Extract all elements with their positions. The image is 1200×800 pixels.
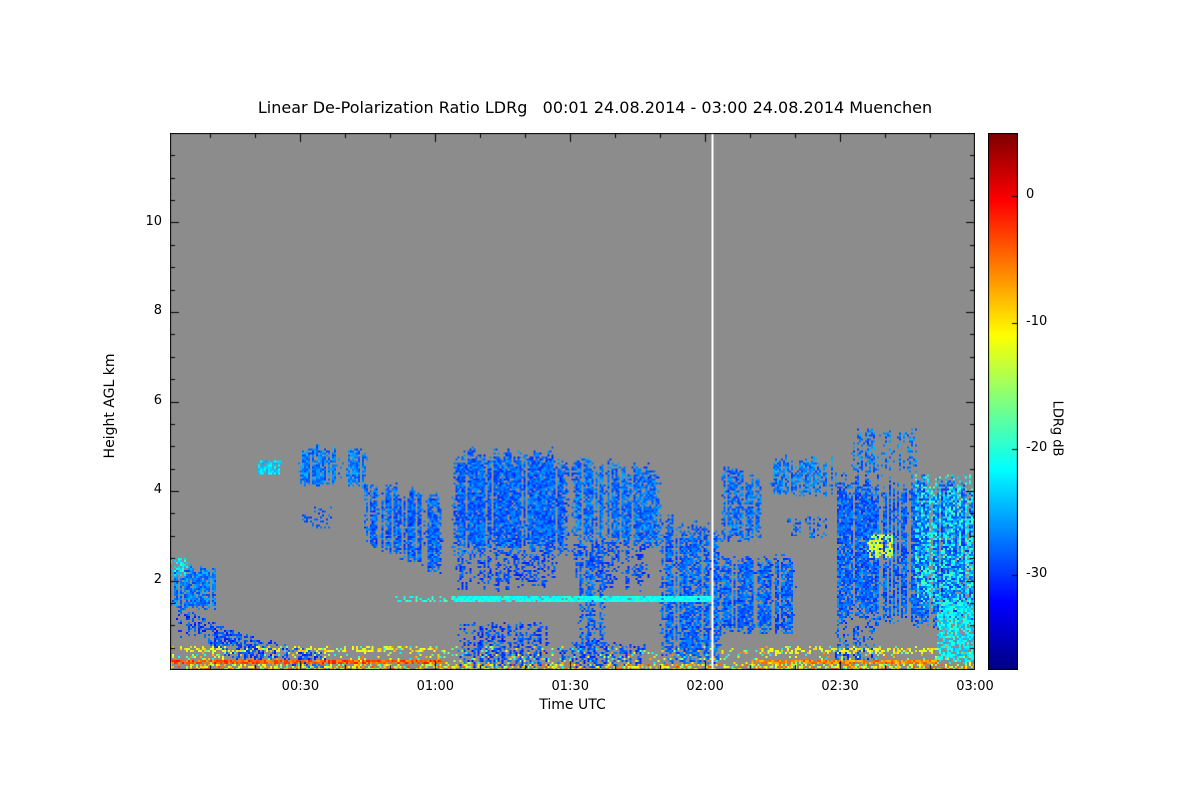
x-tick-label: 01:00 — [416, 679, 455, 694]
x-axis-label: Time UTC — [539, 697, 606, 713]
axes-frame-canvas — [170, 133, 975, 670]
y-tick-label: 8 — [153, 303, 162, 318]
y-axis-label: Height AGL km — [102, 353, 118, 459]
x-tick-label: 02:00 — [686, 679, 724, 694]
x-tick-label: 02:30 — [821, 679, 859, 694]
y-tick-label: 6 — [153, 392, 162, 408]
colorbar-tick-label: -20 — [1026, 439, 1048, 455]
y-tick-label: 4 — [153, 482, 162, 497]
colorbar-tick-label: -10 — [1026, 313, 1048, 329]
x-tick-label: 00:30 — [281, 679, 320, 694]
y-tick-label: 2 — [153, 571, 162, 587]
y-tick-label: 10 — [145, 213, 162, 229]
colorbar-tick-label: 0 — [1026, 187, 1035, 203]
x-tick-label: 03:00 — [956, 679, 994, 694]
colorbar-label: LDRg dB — [1049, 400, 1065, 457]
colorbar-canvas — [988, 133, 1018, 670]
chart-title: Linear De-Polarization Ratio LDRg 00:01 … — [257, 98, 933, 117]
colorbar-tick-label: -30 — [1026, 566, 1048, 582]
x-tick-label: 01:30 — [551, 679, 589, 694]
